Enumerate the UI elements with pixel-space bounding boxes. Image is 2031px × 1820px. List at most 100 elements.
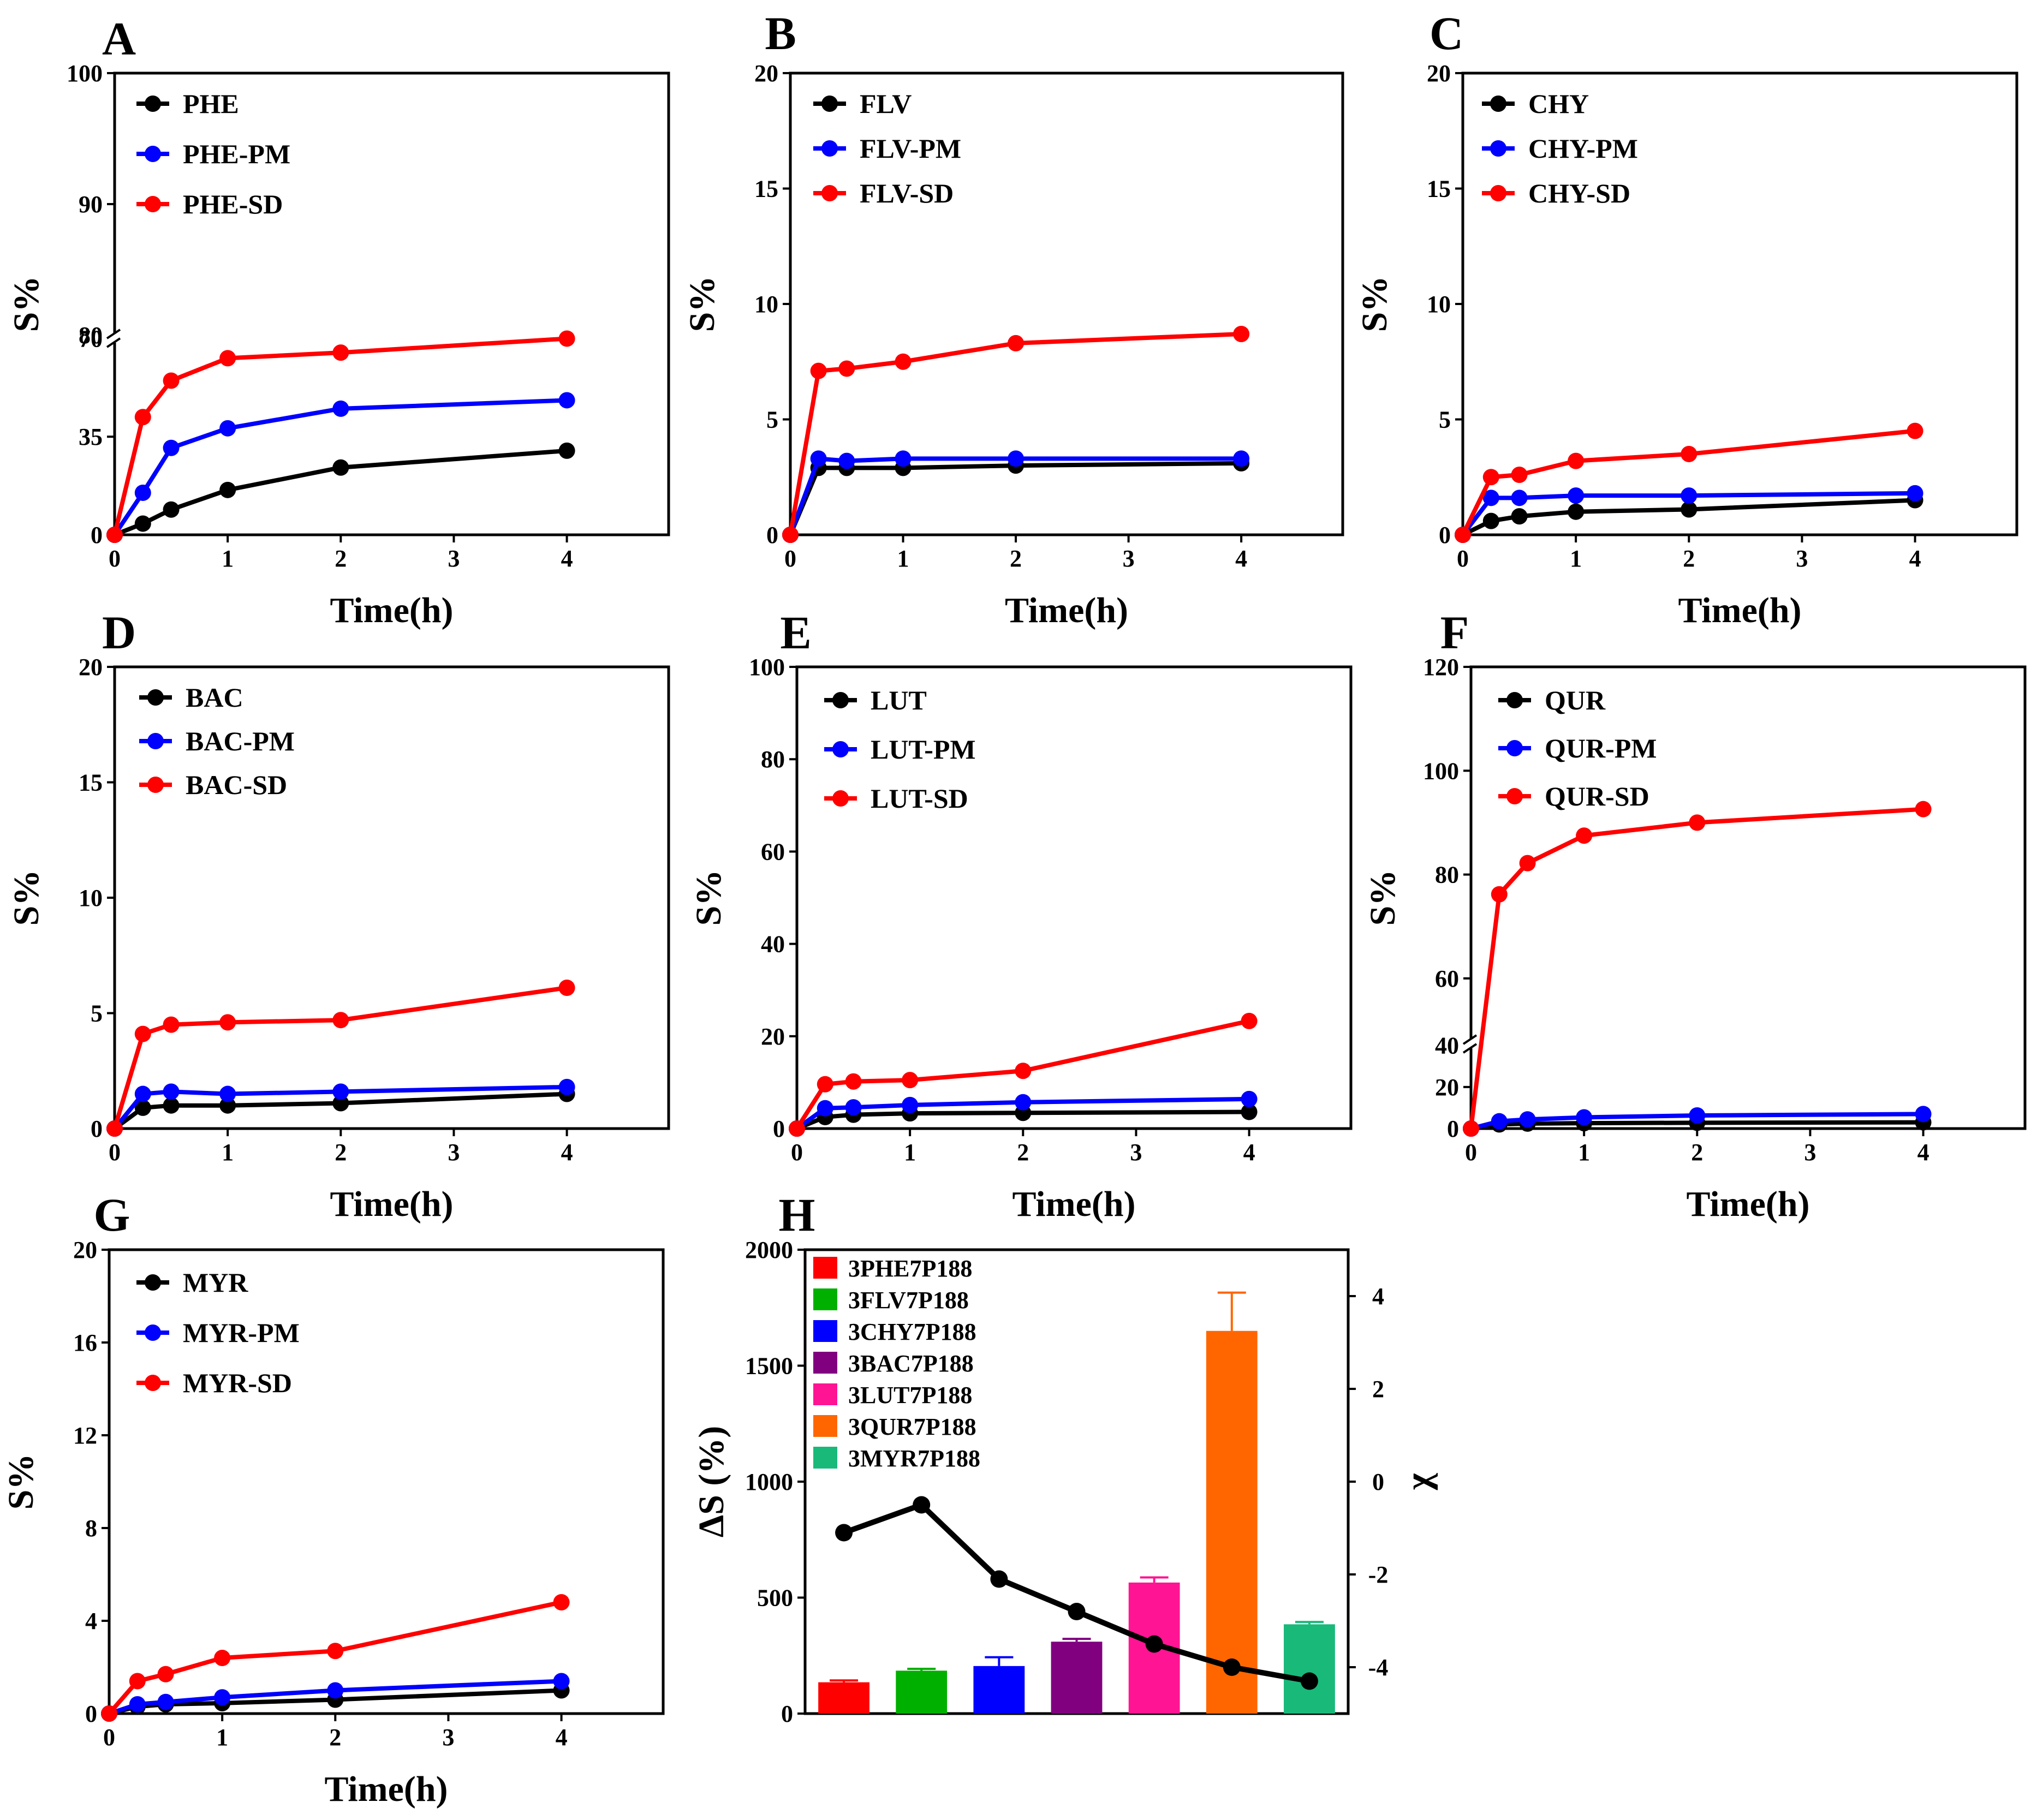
data-point [1568,452,1585,469]
series-line [112,398,567,536]
y-tick-label: 100 [67,60,103,87]
series-bac-sd [106,979,575,1137]
x-tick-label: 3 [442,1724,454,1751]
data-point [1015,1094,1032,1111]
y-tick-label: 80 [1435,862,1459,888]
legend-label: MYR [183,1267,248,1298]
data-point [902,1096,919,1113]
data-point [553,1673,570,1690]
x-tick-label: 0 [103,1724,115,1751]
legend-marker [145,146,161,162]
legend-label: 3PHE7P188 [848,1255,972,1282]
x-tick-label: 2 [1683,545,1695,572]
series-line [788,461,1242,536]
legend-marker [145,1375,161,1391]
legend-item: FLV-SD [813,178,954,208]
panel-c: C 0 1 2 3 4 0 5 10 15 20 Time(h) S% CHY CHY-PM CHY-SD [1355,7,2018,630]
legend-marker [1506,740,1523,756]
data-point [838,360,855,377]
y-tick-label: 10 [79,885,103,911]
y-tick-label: 500 [757,1585,793,1612]
data-point [219,1085,236,1102]
y-axis-label: S% [1363,870,1403,926]
y-tick-label: 15 [79,769,103,796]
legend-label: PHE [183,88,239,119]
data-point [895,353,912,370]
axis-break-mark [106,337,121,348]
y-axis-label: ΔS (%) [692,1426,731,1538]
x-tick-label: 4 [556,1724,568,1751]
series-line [112,336,567,535]
legend-swatch [813,1352,837,1374]
series-lut-sd [789,1012,1258,1137]
x-axis-label: Time(h) [324,1769,448,1809]
data-point [1681,501,1698,518]
data-point [332,459,349,476]
panel-letter-f: F [1440,606,1469,659]
x-tick-label: 1 [1570,545,1582,572]
data-point [1463,1120,1479,1137]
y-tick-label: 5 [91,1000,103,1027]
legend-item: QUR-PM [1498,733,1657,763]
legend-item: LUT-SD [824,783,968,814]
data-point [1233,325,1250,342]
legend-item: BAC [139,682,243,713]
y-tick-label: 1000 [745,1469,793,1495]
data-point [1241,1012,1258,1029]
data-point [817,1100,833,1117]
y2-axis-label: χ [1398,1472,1438,1490]
data-point [1491,886,1508,903]
data-point [1241,1103,1258,1120]
legend-label: 3LUT7P188 [848,1382,972,1409]
data-point [1015,1063,1032,1079]
panel-h: H 0 500 1000 1500 2000 -4 -2 0 2 4 ΔS (%) χ 3PHE7P188… [692,1189,1438,1727]
data-point [163,1083,180,1100]
x-tick-label: 3 [448,545,460,572]
series-chy-pm [1455,485,1923,543]
y-tick-label: 100 [749,654,785,681]
data-point [1008,450,1025,467]
panel-letter-c: C [1430,7,1463,59]
x-tick-label: 1 [1578,1139,1590,1166]
data-point [789,1120,805,1137]
x-tick-label: 0 [791,1139,803,1166]
legend-label: FLV-SD [860,178,954,208]
data-point [1681,487,1698,504]
x-tick-label: 4 [1909,545,1921,572]
data-point [810,450,827,467]
data-point [214,1650,231,1666]
data-point [1568,503,1585,520]
y-axis-label: S% [1,1454,41,1510]
x-tick-label: 3 [1123,545,1135,572]
x-tick-label: 2 [1017,1139,1029,1166]
x-tick-label: 0 [1465,1139,1477,1166]
y-tick-label: 0 [91,1115,103,1142]
data-point [1689,1107,1706,1124]
legend-item: 3QUR7P188 [813,1413,976,1440]
y-tick-label: 60 [1435,965,1459,992]
x-tick-label: 4 [561,545,573,572]
y-tick-label: 0 [766,522,778,548]
y-tick-label: 100 [1423,757,1459,784]
data-point [838,452,855,469]
data-point [558,330,575,347]
chi-point [990,1570,1008,1588]
chi-point [1145,1635,1163,1653]
y-tick-label: 70 [79,325,103,352]
axis-break-mark [1462,1034,1478,1045]
y-tick-label: 40 [761,931,785,958]
legend-label: MYR-PM [183,1317,300,1348]
y2-tick-label: 0 [1372,1469,1384,1495]
data-point [134,1085,151,1102]
data-point [810,362,827,379]
legend-item: QUR-SD [1498,781,1649,811]
legend-label: CHY-PM [1528,133,1638,164]
y-axis-label: S% [7,276,46,332]
legend-marker [1490,140,1506,157]
panel-letter-b: B [765,7,796,59]
data-point [1482,469,1499,486]
data-point [817,1076,833,1093]
legend-swatch [813,1415,837,1437]
legend-label: 3CHY7P188 [848,1318,976,1345]
x-tick-label: 3 [1130,1139,1142,1166]
